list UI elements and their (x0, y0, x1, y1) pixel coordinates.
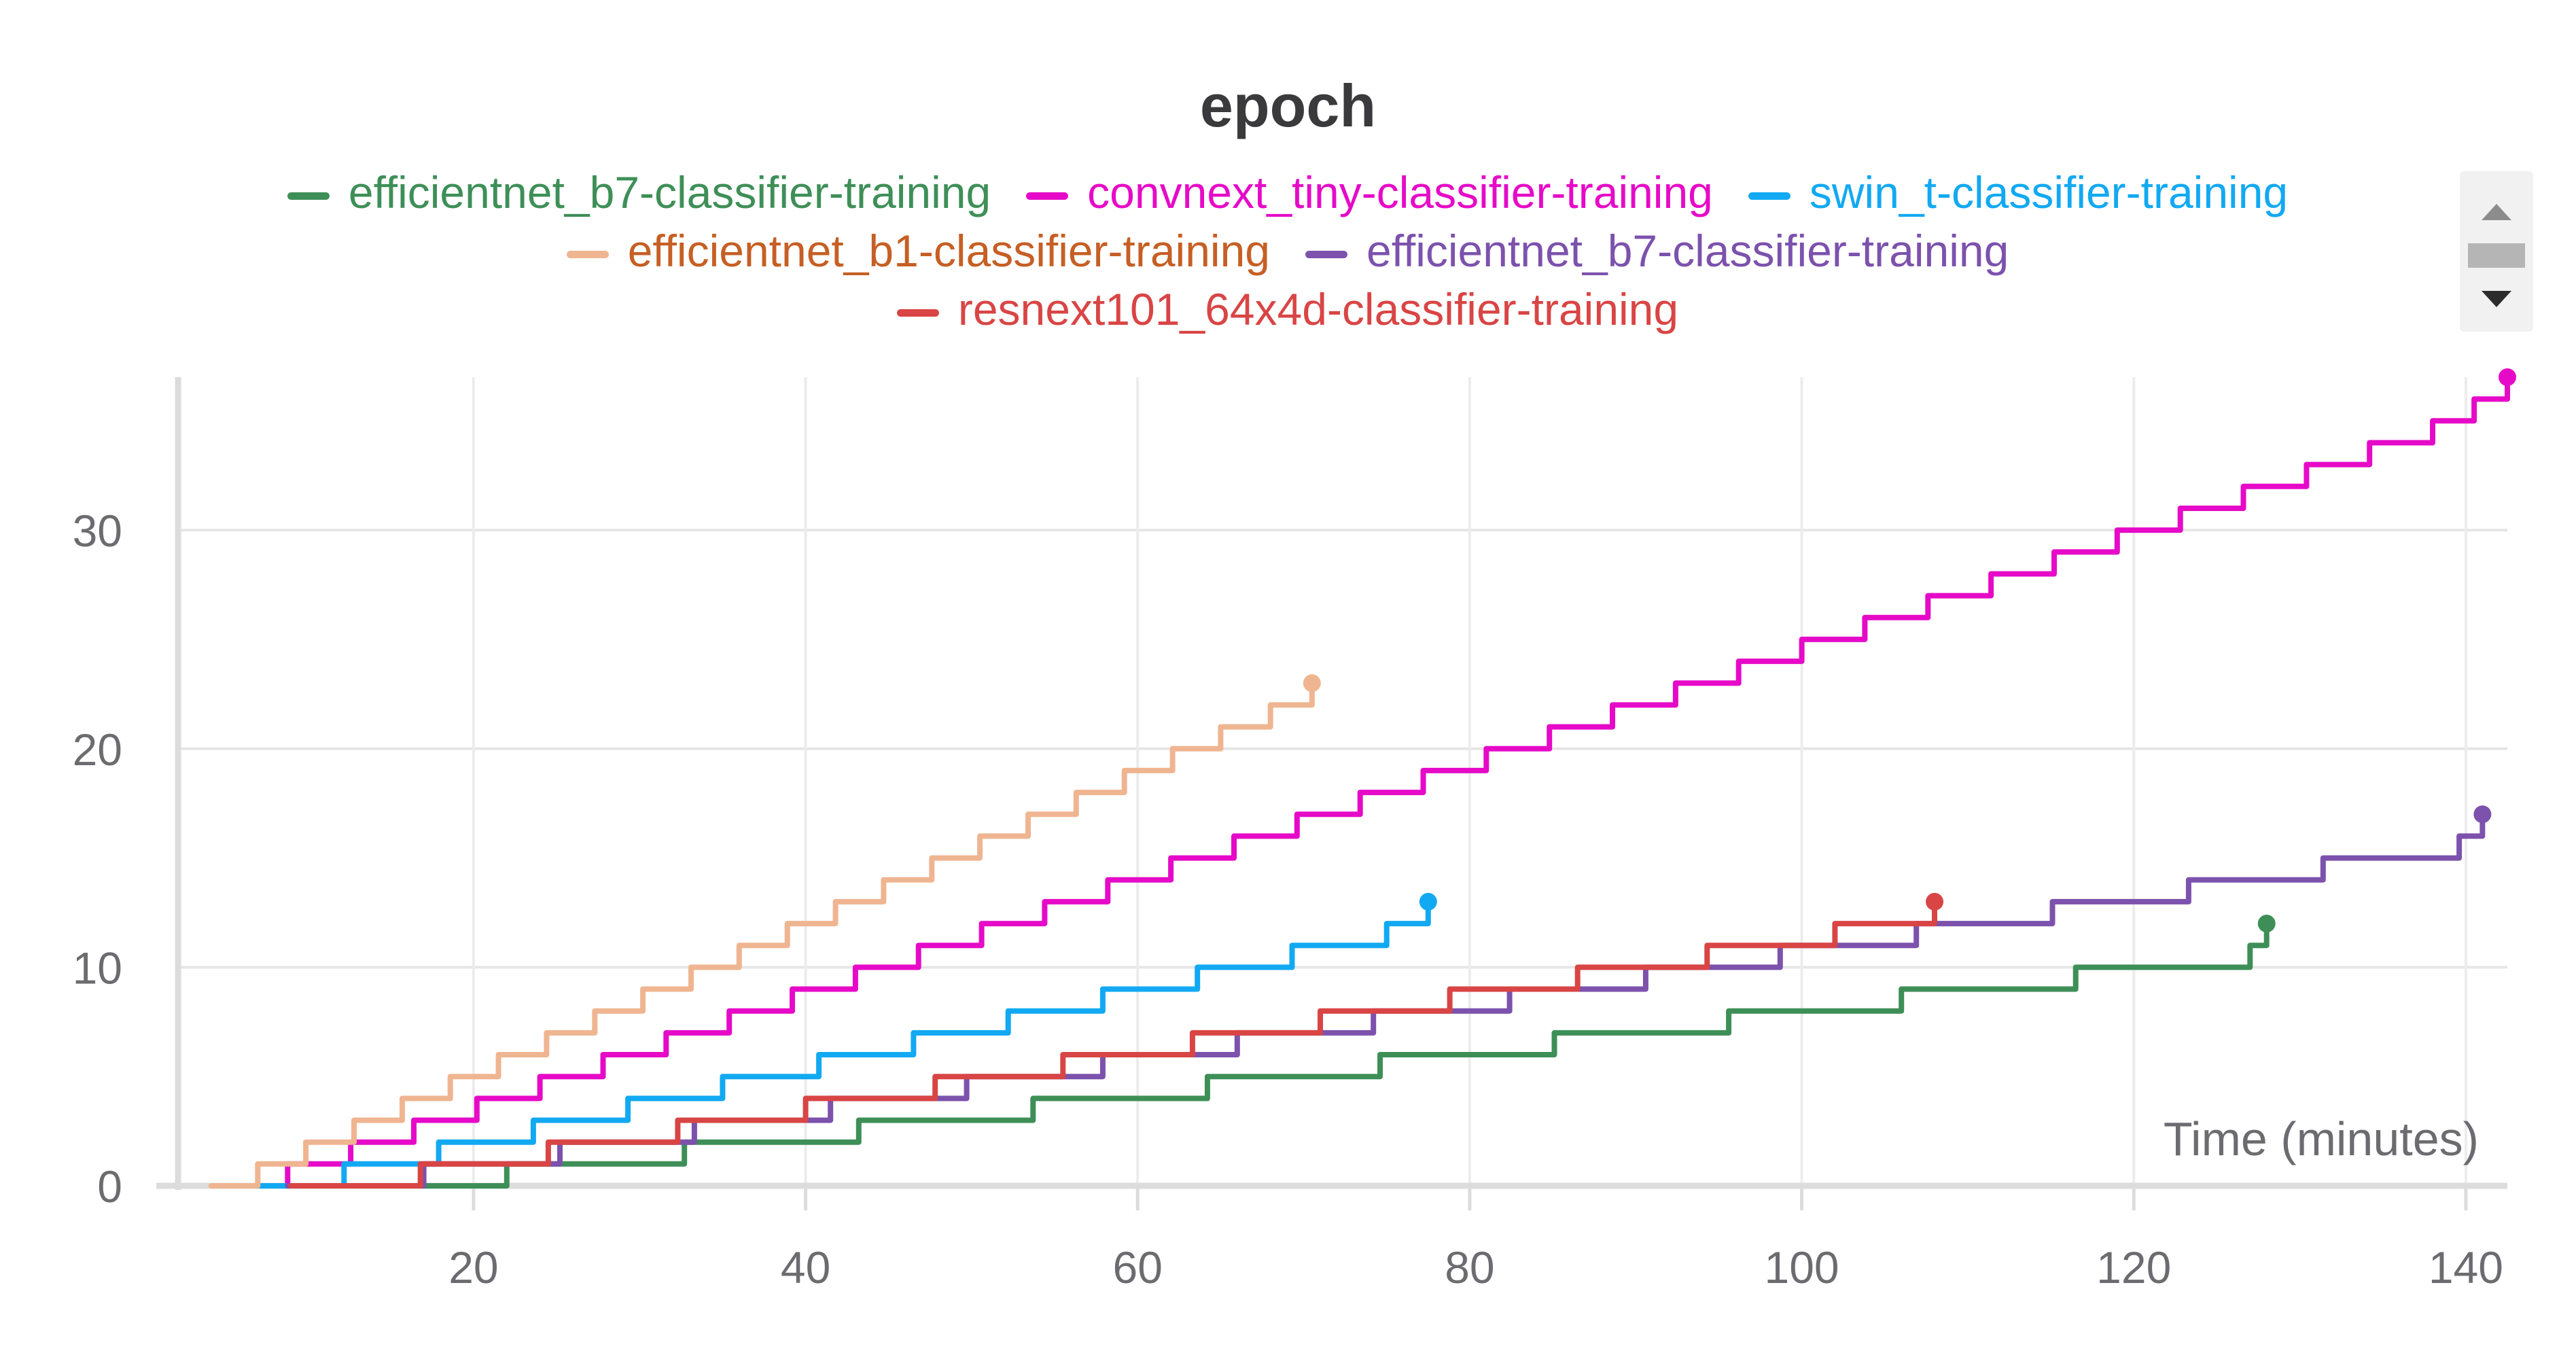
y-tick-label: 30 (73, 506, 122, 556)
x-axis-title: Time (minutes) (2164, 1112, 2479, 1165)
legend-entry[interactable]: resnext101_64x4d-classifier-training (896, 280, 1679, 338)
legend-entry[interactable]: swin_t-classifier-training (1748, 163, 2288, 222)
series-endpoint[interactable] (2473, 805, 2492, 824)
series-line[interactable] (288, 898, 1937, 1189)
legend-label: efficientnet_b7-classifier-training (348, 167, 991, 217)
legend-swatch (1305, 251, 1347, 259)
x-tick-label: 100 (1765, 1242, 1839, 1293)
legend-row: resnext101_64x4d-classifier-training (109, 280, 2467, 338)
legend-entry[interactable]: convnext_tiny-classifier-training (1026, 163, 1713, 222)
legend-swatch (1748, 192, 1790, 200)
legend-label: swin_t-classifier-training (1809, 167, 2289, 217)
x-tick-label: 120 (2096, 1242, 2171, 1293)
legend-label: efficientnet_b7-classifier-training (1366, 226, 2009, 276)
scroll-down-icon[interactable] (2482, 291, 2511, 307)
series-line[interactable] (247, 898, 1431, 1189)
grid-lines (178, 377, 2507, 1186)
legend: efficientnet_b7-classifier-training convn… (109, 163, 2467, 338)
series-lines (208, 368, 2516, 1189)
x-tick-label: 20 (448, 1242, 498, 1293)
x-tick-label: 140 (2429, 1242, 2503, 1293)
legend-label: resnext101_64x4d-classifier-training (957, 284, 1679, 334)
series-endpoint[interactable] (2257, 915, 2276, 933)
legend-label: convnext_tiny-classifier-training (1087, 167, 1713, 217)
legend-label: efficientnet_b1-classifier-training (627, 226, 1270, 276)
series-endpoint[interactable] (1926, 892, 1944, 911)
legend-swatch (287, 192, 330, 200)
legend-scrollbar[interactable] (2460, 171, 2533, 332)
series-endpoint[interactable] (2499, 368, 2516, 386)
scroll-up-icon[interactable] (2482, 204, 2511, 220)
legend-swatch (1026, 192, 1069, 200)
series-endpoint[interactable] (1303, 674, 1321, 692)
legend-row: efficientnet_b7-classifier-training convn… (109, 163, 2467, 222)
series-line[interactable] (208, 680, 1315, 1189)
series-endpoint[interactable] (1419, 892, 1437, 911)
y-tick-label: 10 (73, 943, 122, 993)
legend-entry[interactable]: efficientnet_b7-classifier-training (287, 163, 991, 222)
axes: 0 10 20 30 20 40 60 80 100 120 140 (73, 377, 2507, 1293)
legend-entry[interactable]: efficientnet_b7-classifier-training (1305, 222, 2009, 280)
x-tick-label: 80 (1445, 1242, 1494, 1293)
y-tick-label: 0 (97, 1161, 122, 1212)
x-tick-label: 60 (1113, 1242, 1163, 1293)
series-line[interactable] (222, 374, 2510, 1189)
legend-entry[interactable]: efficientnet_b1-classifier-training (566, 222, 1270, 280)
legend-swatch (566, 251, 609, 259)
legend-swatch (896, 309, 939, 317)
chart-title: epoch (1199, 72, 1377, 139)
scroll-thumb[interactable] (2468, 243, 2525, 268)
y-tick-label: 20 (73, 724, 122, 775)
legend-row: efficientnet_b1-classifier-training effic… (109, 222, 2467, 280)
x-tick-label: 40 (781, 1242, 830, 1293)
series-line[interactable] (285, 811, 2486, 1189)
